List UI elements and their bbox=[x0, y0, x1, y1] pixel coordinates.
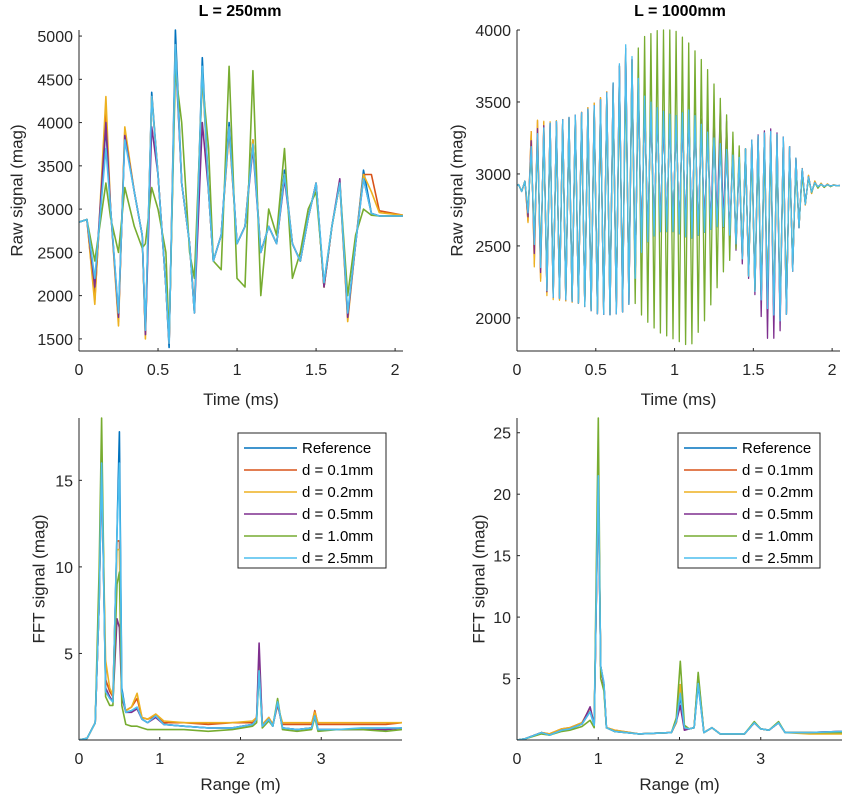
x-tick-label: 1 bbox=[155, 751, 164, 768]
raw-1000-axes: 0 0.5 1 1.5 2 2000 2500 3000 3500 4000 Time (ms) Ra… bbox=[447, 3, 840, 409]
series-line-0 bbox=[79, 29, 403, 349]
x-tick-label: 0.5 bbox=[585, 362, 607, 379]
series-line-2 bbox=[79, 462, 402, 740]
y-tick-label: 5 bbox=[502, 672, 511, 689]
x-tick-label: 0 bbox=[513, 751, 522, 768]
x-tick-label: 2 bbox=[391, 362, 400, 379]
x-tick-label: 3 bbox=[756, 751, 765, 768]
y-tick-label: 15 bbox=[55, 473, 73, 490]
legend-entry: Reference bbox=[742, 440, 811, 457]
series-line-5 bbox=[79, 43, 403, 344]
y-axis-label: FFT signal (mag) bbox=[29, 514, 48, 643]
y-tick-label: 15 bbox=[493, 549, 511, 566]
x-tick-label: 1 bbox=[233, 362, 242, 379]
chart-title: L = 250mm bbox=[199, 3, 282, 20]
x-tick-label: 1.5 bbox=[305, 362, 327, 379]
y-tick-label: 2000 bbox=[475, 311, 511, 328]
y-tick-label: 3500 bbox=[37, 159, 73, 176]
series-line-4 bbox=[79, 65, 403, 340]
legend: Reference d = 0.1mm d = 0.2mm d = 0.5mm d = … bbox=[237, 432, 387, 569]
y-tick-label: 5 bbox=[64, 646, 73, 663]
legend: Reference d = 0.1mm d = 0.2mm d = 0.5mm d = … bbox=[677, 432, 821, 569]
y-tick-label: 2500 bbox=[37, 245, 73, 262]
y-tick-label: 4000 bbox=[37, 116, 73, 133]
x-tick-label: 0 bbox=[75, 751, 84, 768]
y-axis-label: Raw signal (mag) bbox=[7, 124, 26, 256]
legend-box bbox=[237, 432, 387, 569]
fft-250-axes: 0 1 2 3 5 10 15 Range (m) FFT signal (mag) Refere… bbox=[29, 417, 402, 794]
y-tick-label: 4500 bbox=[37, 72, 73, 89]
x-tick-label: 1.5 bbox=[742, 362, 764, 379]
y-axis-label: FFT signal (mag) bbox=[469, 514, 488, 643]
legend-entry: d = 0.2mm bbox=[302, 484, 373, 501]
series-line-4 bbox=[79, 417, 402, 740]
legend-entry: d = 0.5mm bbox=[742, 506, 813, 523]
x-tick-label: 0 bbox=[75, 362, 84, 379]
x-axis-label: Range (m) bbox=[200, 775, 280, 794]
series-line-5 bbox=[517, 44, 840, 322]
y-tick-label: 3000 bbox=[37, 202, 73, 219]
legend-entry: d = 1.0mm bbox=[742, 528, 813, 545]
x-tick-label: 1 bbox=[594, 751, 603, 768]
chart-title: L = 1000mm bbox=[634, 3, 726, 20]
legend-entry: d = 0.5mm bbox=[302, 506, 373, 523]
y-tick-label: 10 bbox=[493, 610, 511, 627]
legend-entry: d = 1.0mm bbox=[302, 528, 373, 545]
y-tick-label: 10 bbox=[55, 560, 73, 577]
y-tick-label: 2000 bbox=[37, 289, 73, 306]
series-group bbox=[79, 417, 402, 740]
y-tick-label: 5000 bbox=[37, 29, 73, 46]
legend-entry: d = 2.5mm bbox=[742, 550, 813, 567]
x-axis-label: Time (ms) bbox=[641, 390, 717, 409]
legend-entry: d = 0.2mm bbox=[742, 484, 813, 501]
legend-entry: d = 0.1mm bbox=[742, 462, 813, 479]
series-group bbox=[79, 29, 403, 349]
series-group bbox=[517, 29, 840, 346]
y-tick-label: 25 bbox=[493, 426, 511, 443]
x-axis-label: Range (m) bbox=[639, 775, 719, 794]
y-tick-label: 3000 bbox=[475, 167, 511, 184]
x-tick-label: 2 bbox=[675, 751, 684, 768]
y-tick-label: 20 bbox=[493, 487, 511, 504]
y-tick-label: 1500 bbox=[37, 332, 73, 349]
fft-1000-axes: 0 1 2 3 5 10 15 20 25 Range (m) FFT signal (mag) Re… bbox=[469, 417, 842, 794]
x-tick-label: 0.5 bbox=[147, 362, 169, 379]
x-tick-label: 3 bbox=[317, 751, 326, 768]
y-tick-label: 3500 bbox=[475, 95, 511, 112]
x-axis-label: Time (ms) bbox=[203, 390, 279, 409]
legend-box bbox=[677, 432, 821, 569]
raw-250-axes: 0 0.5 1 1.5 2 1500 2000 2500 3000 3500 4000 4500 500… bbox=[7, 3, 403, 409]
series-line-1 bbox=[79, 43, 403, 344]
series-line-5 bbox=[79, 462, 402, 740]
x-tick-label: 2 bbox=[236, 751, 245, 768]
x-tick-label: 2 bbox=[828, 362, 837, 379]
legend-entry: d = 2.5mm bbox=[302, 550, 373, 567]
y-tick-label: 4000 bbox=[475, 23, 511, 40]
x-tick-label: 1 bbox=[670, 362, 679, 379]
series-line-5 bbox=[517, 475, 842, 740]
series-group bbox=[517, 417, 842, 740]
y-tick-label: 2500 bbox=[475, 239, 511, 256]
x-tick-label: 0 bbox=[513, 362, 522, 379]
legend-entry: Reference bbox=[302, 440, 371, 457]
y-axis-label: Raw signal (mag) bbox=[447, 124, 466, 256]
legend-entry: d = 0.1mm bbox=[302, 462, 373, 479]
